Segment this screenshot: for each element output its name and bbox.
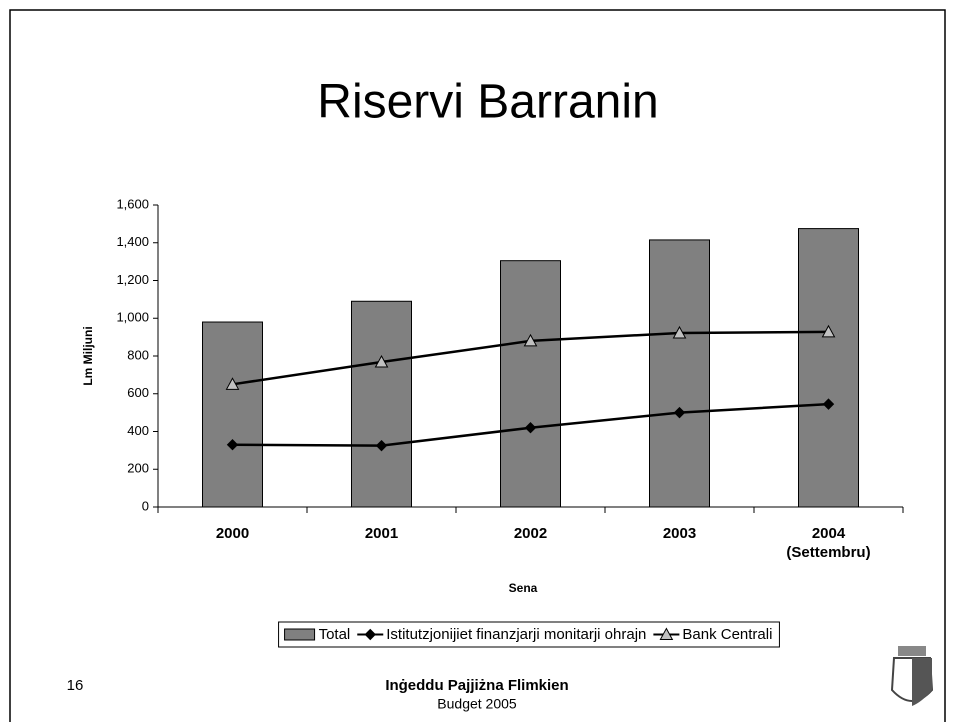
y-tick-label: 800 [127,347,149,362]
marker [821,324,836,338]
marker [225,377,240,390]
y-tick-label: 200 [127,461,149,476]
footer-slogan: Inġeddu Pajjiżna Flimkien [385,677,568,694]
chart-title: Riservi Barranin [317,76,658,129]
marker [659,627,674,640]
legend-label: Total [319,626,351,643]
marker [374,354,389,368]
marker [524,422,537,434]
y-tick-label: 1,200 [116,272,149,287]
marker [822,398,835,410]
bar [649,239,710,508]
marker [673,406,686,419]
marker [226,439,239,451]
bar [500,260,561,508]
legend-swatch [284,628,316,641]
legend-label: Bank Centrali [682,626,772,643]
legend-label: Istitutzjonijiet finanzjarji monitarji o… [386,626,646,643]
y-axis-label: Lm Miljuni [81,326,95,385]
marker [523,333,538,347]
marker [364,628,376,641]
page-number: 16 [67,677,84,694]
y-tick-label: 1,400 [116,234,149,249]
x-axis-label: Sena [509,581,538,595]
bar [202,321,263,508]
x-tick-label: 2004 (Settembru) [786,525,871,561]
x-tick-label: 2000 [215,525,250,542]
marker [672,325,687,339]
bar [798,228,859,508]
bar [351,300,412,508]
y-tick-label: 400 [127,423,149,438]
marker [375,439,388,452]
x-tick-label: 2003 [662,525,697,542]
y-tick-label: 600 [127,385,149,400]
y-tick-label: 1,600 [116,196,149,211]
x-tick-label: 2002 [513,525,548,542]
y-tick-label: 1,000 [116,310,149,325]
x-tick-label: 2001 [364,525,399,542]
slide-border [9,9,946,722]
y-tick-label: 0 [142,498,149,513]
emblem [890,646,934,706]
footer-subtitle: Budget 2005 [437,696,517,712]
